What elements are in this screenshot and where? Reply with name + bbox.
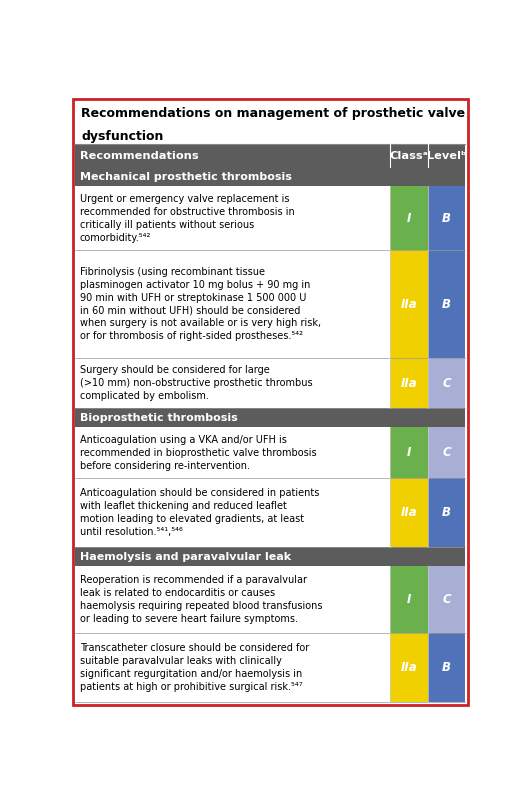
Bar	[75, 167, 465, 186]
Bar	[428, 250, 465, 358]
Bar	[75, 548, 465, 566]
Bar	[391, 358, 428, 408]
Text: IIa: IIa	[401, 506, 418, 519]
Bar	[75, 250, 391, 358]
Bar	[75, 408, 465, 427]
Text: Anticoagulation should be considered in patients
with leaflet thickening and red: Anticoagulation should be considered in …	[80, 489, 319, 537]
Bar	[428, 566, 465, 633]
Text: Reoperation is recommended if a paravalvular
leak is related to endocarditis or : Reoperation is recommended if a paravalv…	[80, 575, 323, 624]
Bar	[75, 427, 391, 478]
Text: Haemolysis and paravalvular leak: Haemolysis and paravalvular leak	[80, 552, 291, 562]
Bar	[428, 358, 465, 408]
Text: B: B	[442, 661, 451, 674]
Bar	[428, 633, 465, 702]
Bar	[391, 186, 428, 250]
Text: I: I	[407, 212, 411, 225]
Bar	[75, 358, 391, 408]
Text: C: C	[442, 376, 451, 390]
Bar	[391, 427, 428, 478]
Text: IIa: IIa	[401, 297, 418, 311]
Text: IIa: IIa	[401, 376, 418, 390]
Text: B: B	[442, 212, 451, 225]
Text: Bioprosthetic thrombosis: Bioprosthetic thrombosis	[80, 413, 238, 423]
Bar	[428, 186, 465, 250]
Text: I: I	[407, 446, 411, 459]
Bar	[75, 144, 465, 167]
Bar	[75, 186, 391, 250]
Bar	[75, 100, 465, 144]
Bar	[391, 633, 428, 702]
Text: C: C	[442, 593, 451, 606]
Bar	[75, 566, 391, 633]
Text: Classᵃ: Classᵃ	[390, 151, 429, 161]
Text: Transcatheter closure should be considered for
suitable paravalvular leaks with : Transcatheter closure should be consider…	[80, 643, 309, 692]
Text: B: B	[442, 506, 451, 519]
Text: Fibrinolysis (using recombinant tissue
plasminogen activator 10 mg bolus + 90 mg: Fibrinolysis (using recombinant tissue p…	[80, 267, 321, 341]
Text: B: B	[442, 297, 451, 311]
Bar	[428, 478, 465, 548]
Bar	[75, 633, 391, 702]
Bar	[391, 250, 428, 358]
Text: C: C	[442, 446, 451, 459]
Text: Levelᵇ: Levelᵇ	[427, 151, 466, 161]
Bar	[391, 478, 428, 548]
Text: Mechanical prosthetic thrombosis: Mechanical prosthetic thrombosis	[80, 171, 292, 182]
Text: Recommendations on management of prosthetic valve: Recommendations on management of prosthe…	[81, 107, 465, 120]
Text: IIa: IIa	[401, 661, 418, 674]
Bar	[428, 427, 465, 478]
Text: Urgent or emergency valve replacement is
recommended for obstructive thrombosis : Urgent or emergency valve replacement is…	[80, 194, 295, 242]
Text: Anticoagulation using a VKA and/or UFH is
recommended in bioprosthetic valve thr: Anticoagulation using a VKA and/or UFH i…	[80, 435, 317, 470]
Text: dysfunction: dysfunction	[81, 130, 164, 143]
Bar	[75, 478, 391, 548]
Text: I: I	[407, 593, 411, 606]
Text: Surgery should be considered for large
(>10 mm) non-obstructive prosthetic throm: Surgery should be considered for large (…	[80, 365, 313, 401]
Bar	[391, 566, 428, 633]
Text: Recommendations: Recommendations	[80, 151, 199, 161]
